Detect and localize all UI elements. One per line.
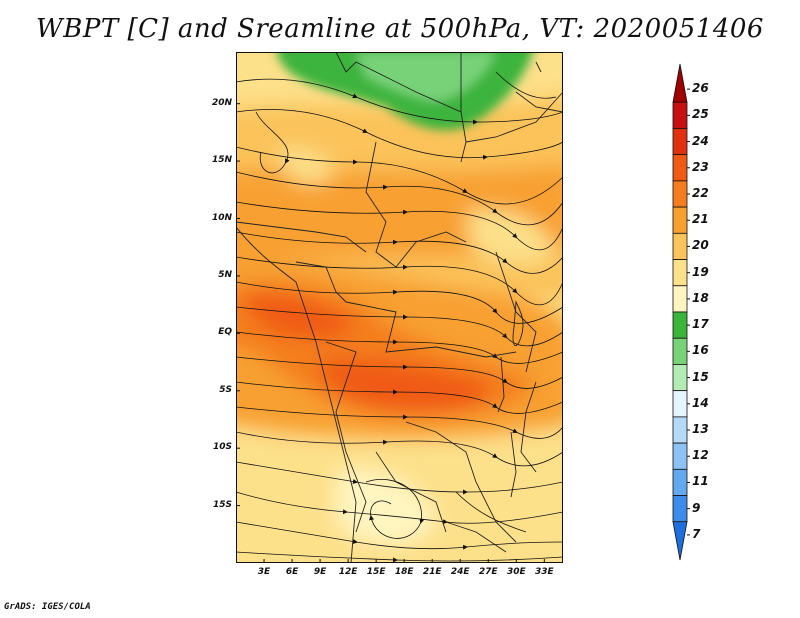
colorbar-label: 19 (692, 264, 709, 279)
colorbar-segment (672, 337, 688, 365)
lat-tick-label: EQ (218, 327, 232, 338)
lat-tick-label: 10S (212, 442, 232, 453)
colorbar-label: 17 (692, 317, 709, 332)
colorbar-label: 23 (692, 159, 709, 174)
colorbar-segment (672, 442, 688, 470)
lon-tick-label: 12E (338, 567, 358, 577)
colorbar-segment (672, 259, 688, 287)
lon-tick-label: 3E (257, 567, 271, 577)
colorbar-segment (672, 311, 688, 339)
lon-tick-label: 30E (506, 567, 526, 577)
colorbar-label: 11 (692, 474, 709, 489)
colorbar-label: 22 (692, 186, 709, 200)
map-border (236, 52, 563, 563)
colorbar-segment (672, 154, 688, 182)
colorbar-segment (672, 232, 688, 260)
colorbar-label: 24 (692, 133, 709, 148)
colorbar-label: 26 (692, 81, 709, 96)
colorbar-segment (672, 206, 688, 234)
colorbar-label: 15 (692, 369, 709, 384)
colorbar-segment (672, 128, 688, 156)
colorbar-label: 16 (692, 343, 709, 358)
wbpt-map (236, 52, 563, 563)
colorbar (672, 63, 690, 561)
colorbar-label: 18 (692, 290, 709, 305)
colorbar-label: 7 (692, 526, 701, 541)
colorbar-segment (672, 495, 688, 523)
lat-tick-label: 15S (212, 499, 232, 510)
colorbar-label: 21 (692, 212, 709, 227)
colorbar-label: 14 (692, 395, 709, 410)
lat-tick-label: 15N (211, 155, 232, 166)
colorbar-label: 12 (692, 448, 709, 463)
streamlines (236, 71, 563, 563)
country-borders (236, 52, 563, 553)
colorbar-bottom-arrow (672, 521, 688, 561)
coastline-and-lakes (236, 61, 542, 563)
lat-tick-label: 5S (219, 384, 232, 395)
colorbar-segment (672, 390, 688, 418)
footer-credit: GrADS: IGES/COLA (4, 602, 91, 612)
colorbar-segment (672, 416, 688, 444)
lon-tick-label: 24E (450, 567, 470, 577)
axis-ticks (236, 103, 545, 563)
colorbar-segment (672, 285, 688, 313)
colorbar-top-arrow (672, 63, 688, 103)
colorbar-segment (672, 364, 688, 392)
colorbar-segment (672, 468, 688, 496)
lon-tick-label: 15E (366, 567, 386, 577)
lon-tick-label: 21E (422, 567, 442, 577)
colorbar-segment (672, 101, 688, 129)
lat-tick-label: 10N (211, 212, 232, 223)
lon-tick-label: 27E (478, 567, 498, 577)
lon-tick-label: 18E (394, 567, 414, 577)
lat-tick-label: 20N (211, 97, 232, 108)
colorbar-segment (672, 180, 688, 208)
map-title: WBPT [C] and Sreamline at 500hPa, VT: 20… (36, 14, 764, 44)
lon-tick-label: 6E (285, 567, 299, 577)
map-panel (236, 52, 563, 563)
lon-tick-label: 9E (313, 567, 327, 577)
colorbar-label: 13 (692, 422, 709, 436)
colorbar-label: 25 (692, 107, 709, 122)
colorbar-label: 20 (692, 238, 709, 253)
colorbar-label: 9 (692, 500, 701, 515)
lon-tick-label: 33E (534, 567, 554, 577)
lat-tick-label: 5N (218, 269, 232, 280)
